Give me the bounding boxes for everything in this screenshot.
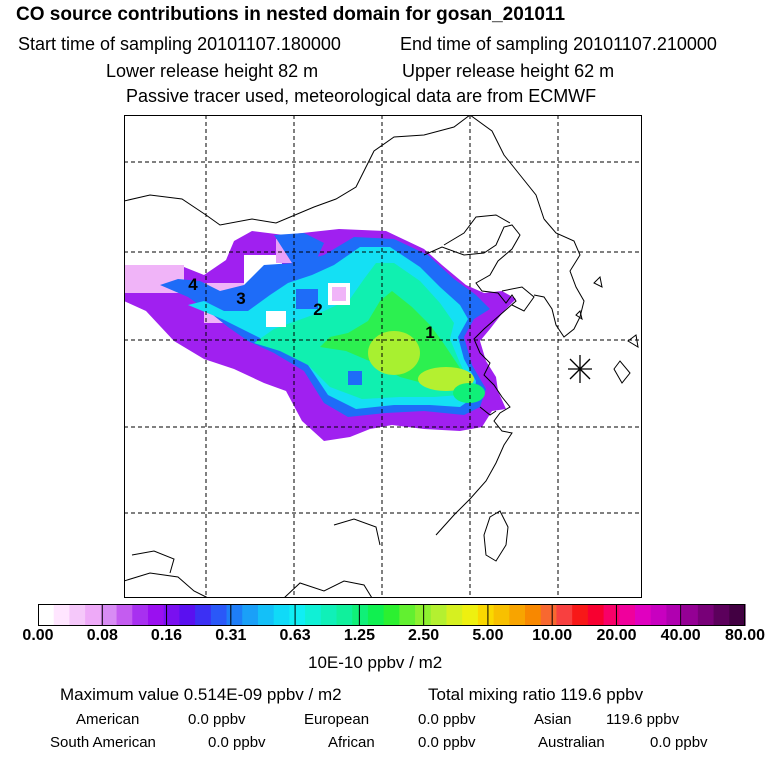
- colorbar-tick-label: 20.00: [596, 627, 637, 644]
- australian-value: 0.0 ppbv: [650, 734, 708, 751]
- european-value: 0.0 ppbv: [418, 711, 476, 728]
- colorbar-cell: [289, 604, 306, 626]
- plot-title: CO source contributions in nested domain…: [16, 4, 566, 25]
- colorbar-cell: [430, 604, 448, 626]
- colorbar-cell: [477, 604, 495, 626]
- colorbar-cell: [446, 604, 463, 626]
- region-label-4: 4: [188, 275, 198, 294]
- colorbar-cell: [619, 604, 636, 626]
- colorbar-cell: [320, 604, 338, 626]
- total-mixing-ratio: Total mixing ratio 119.6 ppbv: [428, 685, 644, 704]
- colorbar-cell: [242, 604, 259, 626]
- colorbar-tick-label: 2.50: [408, 627, 440, 644]
- tracer-note: Passive tracer used, meteorological data…: [126, 86, 597, 106]
- colorbar-cell: [367, 604, 385, 626]
- colorbar-cell: [493, 604, 510, 626]
- south-american-value: 0.0 ppbv: [208, 734, 266, 751]
- american-value: 0.0 ppbv: [188, 711, 246, 728]
- colorbar-cell: [132, 604, 149, 626]
- colorbar-cell: [509, 604, 526, 626]
- colorbar-tick-label: 40.00: [660, 627, 701, 644]
- colorbar-cell: [697, 604, 715, 626]
- colorbar-cell: [525, 604, 542, 626]
- asian-value: 119.6 ppbv: [606, 711, 680, 728]
- colorbar-cell: [713, 604, 730, 626]
- colorbar-cell: [195, 604, 212, 626]
- colorbar-cell: [273, 604, 290, 626]
- upper-release-label: Upper release height 62 m: [402, 61, 615, 81]
- american-label: American: [76, 711, 140, 728]
- colorbar-tick-label: 0.63: [279, 627, 311, 644]
- region-label-3: 3: [236, 289, 245, 308]
- colorbar-cell: [462, 604, 479, 626]
- colorbar-tick-label: 0.00: [22, 627, 54, 644]
- asian-label: Asian: [534, 711, 572, 728]
- colorbar-cell: [336, 604, 353, 626]
- colorbar-cell: [226, 604, 243, 626]
- colorbar-cell: [116, 604, 133, 626]
- colorbar-cell: [587, 604, 605, 626]
- colorbar-tick-label: 0.16: [150, 627, 183, 644]
- maximum-value: Maximum value 0.514E-09 ppbv / m2: [60, 685, 342, 704]
- colorbar-cell: [210, 604, 228, 626]
- coastline-borders: [124, 115, 639, 598]
- colorbar-cell: [666, 604, 683, 626]
- colorbar-cell: [100, 604, 118, 626]
- map-panel: 1 2 3 4: [124, 115, 642, 598]
- african-label: African: [328, 734, 375, 751]
- colorbar-tick-label: 1.25: [343, 627, 375, 644]
- colorbar: [38, 604, 746, 626]
- colorbar-cell: [603, 604, 620, 626]
- colorbar-tick-label: 5.00: [472, 627, 504, 644]
- receptor-star-marker: [568, 355, 592, 383]
- colorbar-cell: [682, 604, 699, 626]
- colorbar-cell: [729, 604, 746, 626]
- colorbar-units: 10E-10 ppbv / m2: [308, 653, 443, 672]
- colorbar-cell: [635, 604, 652, 626]
- colorbar-tick-label: 0.08: [86, 627, 118, 644]
- colorbar-cell: [147, 604, 165, 626]
- european-label: European: [304, 711, 370, 728]
- colorbar-cell: [650, 604, 668, 626]
- colorbar-tick-label: 0.31: [215, 627, 247, 644]
- african-value: 0.0 ppbv: [418, 734, 476, 751]
- colorbar-cell: [556, 604, 573, 626]
- colorbar-cell: [53, 604, 71, 626]
- australian-label: Australian: [538, 734, 605, 751]
- region-label-2: 2: [313, 300, 322, 319]
- colorbar-tick-label: 10.00: [532, 627, 573, 644]
- colorbar-tick-label: 80.00: [724, 627, 766, 644]
- region-label-1: 1: [425, 323, 434, 342]
- colorbar-cell: [383, 604, 400, 626]
- colorbar-cell: [399, 604, 416, 626]
- contribution-field: [124, 229, 516, 441]
- colorbar-cell: [540, 604, 558, 626]
- colorbar-cell: [85, 604, 102, 626]
- lower-release-label: Lower release height 82 m: [106, 61, 319, 81]
- colorbar-cell: [179, 604, 196, 626]
- south-american-label: South American: [50, 734, 156, 751]
- lat-lon-grid: [124, 115, 642, 598]
- colorbar-cell: [163, 604, 180, 626]
- start-time-label: Start time of sampling 20101107.180000: [18, 34, 341, 54]
- colorbar-cell: [572, 604, 589, 626]
- colorbar-cell: [305, 604, 322, 626]
- end-time-label: End time of sampling 20101107.210000: [400, 34, 717, 54]
- map-frame: [124, 115, 642, 598]
- colorbar-cell: [38, 604, 55, 626]
- colorbar-cell: [352, 604, 369, 626]
- colorbar-cell: [69, 604, 86, 626]
- colorbar-cell: [257, 604, 275, 626]
